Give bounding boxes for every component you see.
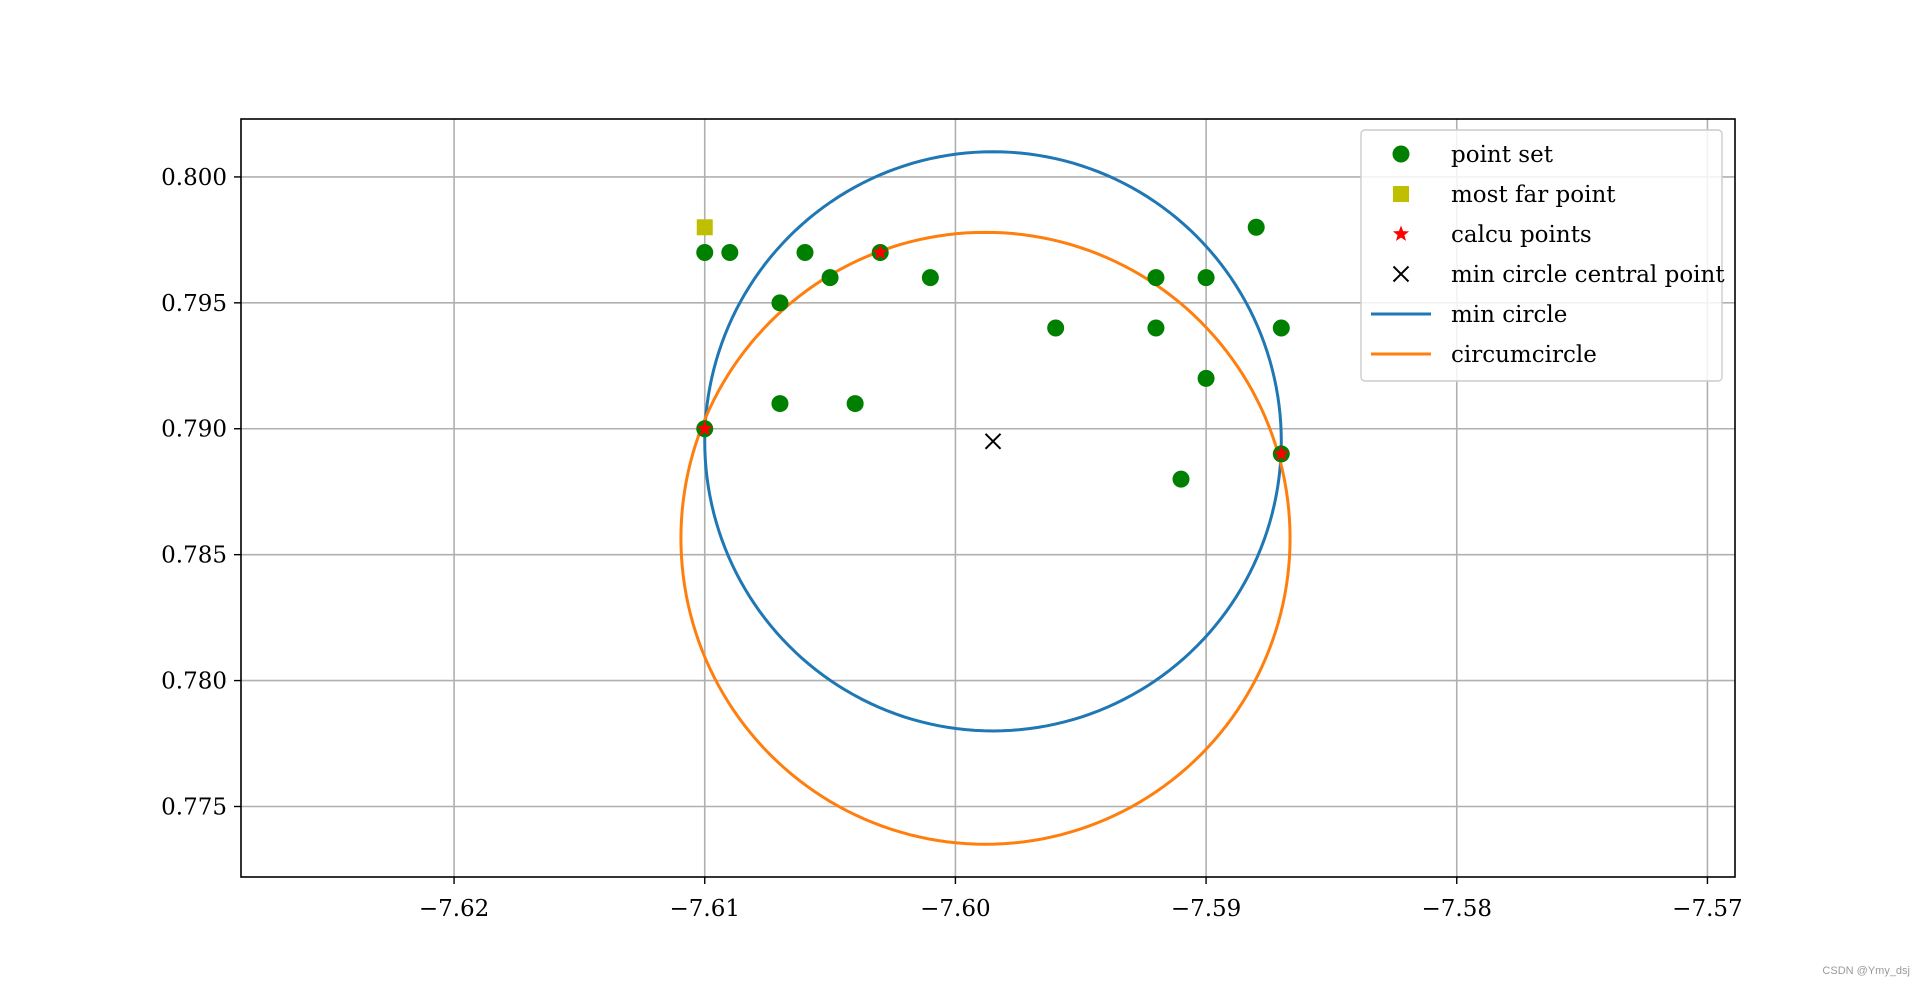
x-tick-label: −7.60: [920, 896, 990, 922]
legend-marker-handle: [1393, 186, 1409, 202]
legend-marker-handle: [1392, 265, 1410, 283]
y-tick-label: 0.775: [161, 794, 227, 820]
circle-curves: [679, 150, 1292, 846]
watermark: CSDN @Ymy_dsj: [1822, 965, 1910, 977]
calcu-points-marker: [696, 420, 713, 436]
x-marker-stroke: [984, 433, 1002, 450]
point-set-marker: [1197, 269, 1215, 287]
legend-entry-label: most far point: [1451, 182, 1616, 208]
legend: point set most far point calcu points min c…: [1360, 129, 1725, 382]
calcu-points-marker: [1273, 445, 1290, 461]
y-tick-label: 0.795: [161, 291, 227, 317]
x-marker-stroke: [1392, 265, 1410, 283]
circumcircle-curve: [679, 230, 1292, 846]
x-tick-label: −7.58: [1422, 896, 1492, 922]
point-set-marker: [1147, 269, 1165, 287]
legend-entry-label: min circle central point: [1451, 262, 1725, 288]
y-tick-label: 0.785: [161, 543, 227, 569]
legend-marker-handle: [1392, 225, 1410, 241]
legend-entry-label: min circle: [1451, 302, 1567, 328]
plot-frame: [240, 118, 1736, 878]
min-circle-curve: [703, 150, 1283, 733]
y-tick-label: 0.780: [161, 669, 227, 695]
point-set-marker: [1272, 319, 1290, 337]
point-set-marker: [821, 269, 839, 287]
legend-entry-label: calcu points: [1451, 222, 1592, 248]
calcu-points-marker: [872, 243, 889, 260]
legend-entry-label: circumcircle: [1451, 342, 1597, 368]
data-markers: [696, 218, 1290, 488]
y-tick-label: 0.790: [161, 417, 227, 443]
legend-marker-handle: [1392, 145, 1410, 163]
point-set-marker: [1047, 319, 1065, 337]
point-set-marker: [771, 395, 789, 413]
x-tick-label: −7.59: [1171, 896, 1241, 922]
point-set-marker: [846, 395, 864, 413]
x-tick-label: −7.57: [1672, 896, 1742, 922]
point-set-marker: [696, 243, 714, 261]
point-set-marker: [1247, 218, 1265, 236]
point-set-marker: [921, 269, 939, 287]
legend-box: [1360, 129, 1723, 382]
point-set-marker: [1172, 470, 1190, 488]
point-set-marker: [1147, 319, 1165, 337]
axis-ticks: −7.62 −7.61 −7.60 −7.59 −7.58 −7.57 0.800 0.795…: [161, 165, 1743, 922]
x-tick-label: −7.61: [669, 896, 739, 922]
min-circle-central-point-marker: [984, 433, 1002, 450]
point-set-marker: [771, 294, 789, 312]
most-far-point-marker: [696, 219, 713, 236]
y-tick-label: 0.800: [161, 165, 227, 191]
point-set-marker: [796, 243, 814, 261]
point-set-marker: [721, 243, 739, 261]
point-set-marker: [1197, 369, 1215, 387]
legend-entry-label: point set: [1451, 142, 1554, 168]
x-tick-label: −7.62: [419, 896, 489, 922]
